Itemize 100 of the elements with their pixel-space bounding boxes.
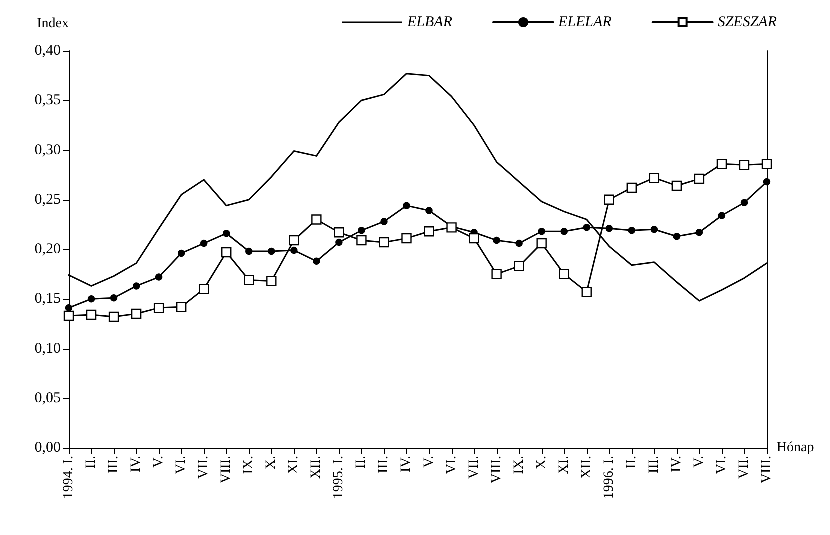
point bbox=[516, 240, 523, 248]
legend-label: ELBAR bbox=[406, 14, 452, 30]
point bbox=[469, 233, 480, 244]
y-tick-label: 0,15 bbox=[34, 291, 61, 308]
point bbox=[176, 302, 187, 312]
point bbox=[649, 172, 660, 184]
point bbox=[583, 224, 590, 232]
x-tick-label: 1994. I. bbox=[62, 456, 76, 500]
point bbox=[538, 228, 546, 236]
x-tick-label: VIII. bbox=[760, 456, 774, 484]
point bbox=[334, 228, 344, 238]
x-axis-title: Hónap bbox=[776, 440, 814, 456]
x-tick-label: VI. bbox=[714, 456, 730, 474]
point bbox=[559, 269, 570, 280]
x-tick-label: X. bbox=[534, 456, 550, 470]
point bbox=[313, 258, 320, 266]
point bbox=[88, 296, 96, 303]
x-tick-label: X. bbox=[264, 456, 280, 470]
point bbox=[606, 225, 613, 232]
point bbox=[718, 212, 726, 220]
point bbox=[132, 282, 140, 290]
y-tick-label: 0,30 bbox=[34, 142, 61, 158]
x-tick-label: IV. bbox=[129, 456, 144, 472]
y-tick-label: 0,10 bbox=[34, 340, 61, 357]
point bbox=[514, 261, 524, 272]
point bbox=[673, 233, 681, 240]
point bbox=[696, 229, 704, 236]
x-tick-label: V. bbox=[152, 456, 167, 468]
x-tick-label: V. bbox=[692, 456, 707, 468]
point bbox=[694, 174, 705, 184]
point bbox=[131, 308, 142, 320]
x-tick-label: II. bbox=[624, 456, 640, 469]
x-tick-label: VII. bbox=[736, 456, 752, 479]
point bbox=[155, 274, 163, 281]
point bbox=[108, 312, 120, 322]
x-tick-label: III. bbox=[106, 456, 122, 474]
point bbox=[154, 302, 164, 314]
y-tick-label: 0,00 bbox=[34, 440, 61, 456]
x-tick-label: IX. bbox=[242, 456, 257, 474]
x-tick-label: IV. bbox=[399, 456, 414, 472]
point bbox=[492, 269, 502, 280]
point bbox=[380, 218, 388, 226]
point bbox=[289, 235, 300, 246]
point bbox=[582, 287, 592, 298]
x-tick-label: II. bbox=[84, 456, 100, 469]
point bbox=[200, 240, 208, 248]
x-tick-label: VIII. bbox=[219, 456, 234, 484]
y-tick-label: 0,40 bbox=[34, 43, 61, 59]
point bbox=[560, 228, 568, 236]
point bbox=[246, 248, 253, 256]
x-tick-label: VII. bbox=[466, 456, 482, 479]
point bbox=[604, 194, 614, 205]
point bbox=[266, 276, 277, 286]
point bbox=[650, 226, 658, 234]
point bbox=[493, 236, 500, 244]
y-tick-label: 0,20 bbox=[34, 242, 61, 258]
point bbox=[763, 178, 771, 186]
point bbox=[402, 233, 412, 244]
legend-label: ELELAR bbox=[557, 14, 612, 30]
point bbox=[672, 180, 682, 192]
point bbox=[290, 246, 298, 254]
point bbox=[223, 230, 230, 238]
point bbox=[312, 214, 322, 225]
y-tick-label: 0,05 bbox=[34, 390, 61, 406]
x-tick-label: V. bbox=[422, 456, 437, 468]
point bbox=[628, 227, 636, 234]
point bbox=[268, 248, 276, 256]
point bbox=[65, 304, 73, 312]
x-tick-label: VI. bbox=[444, 456, 460, 474]
x-tick-label: XII. bbox=[579, 456, 594, 479]
point bbox=[626, 182, 638, 194]
x-tick-label: 1995. I. bbox=[332, 456, 347, 500]
point bbox=[110, 294, 118, 302]
point bbox=[64, 310, 74, 322]
x-tick-label: IX. bbox=[512, 456, 527, 474]
point bbox=[446, 222, 457, 233]
point bbox=[178, 250, 186, 258]
y-tick-label: 0,25 bbox=[34, 192, 61, 208]
point bbox=[358, 227, 366, 234]
x-tick-label: III. bbox=[646, 456, 662, 474]
point bbox=[222, 247, 232, 258]
y-axis-title: Index bbox=[37, 16, 69, 32]
point bbox=[424, 226, 434, 237]
x-tick-label: VII. bbox=[196, 456, 212, 479]
point bbox=[336, 238, 343, 246]
point bbox=[403, 202, 410, 210]
x-tick-label: VIII. bbox=[489, 456, 504, 484]
point bbox=[379, 237, 390, 248]
point bbox=[739, 160, 750, 170]
legend-label: SZESZAR bbox=[718, 14, 778, 30]
point bbox=[716, 159, 728, 170]
x-tick-label: XII. bbox=[309, 456, 324, 479]
point bbox=[762, 159, 772, 170]
x-tick-label: III. bbox=[376, 456, 392, 474]
x-tick-label: XI. bbox=[556, 456, 572, 474]
x-tick-label: II. bbox=[354, 456, 370, 469]
point bbox=[426, 207, 433, 214]
x-tick-label: VI. bbox=[174, 456, 190, 474]
y-tick-label: 0,35 bbox=[34, 92, 61, 109]
point bbox=[198, 284, 210, 294]
